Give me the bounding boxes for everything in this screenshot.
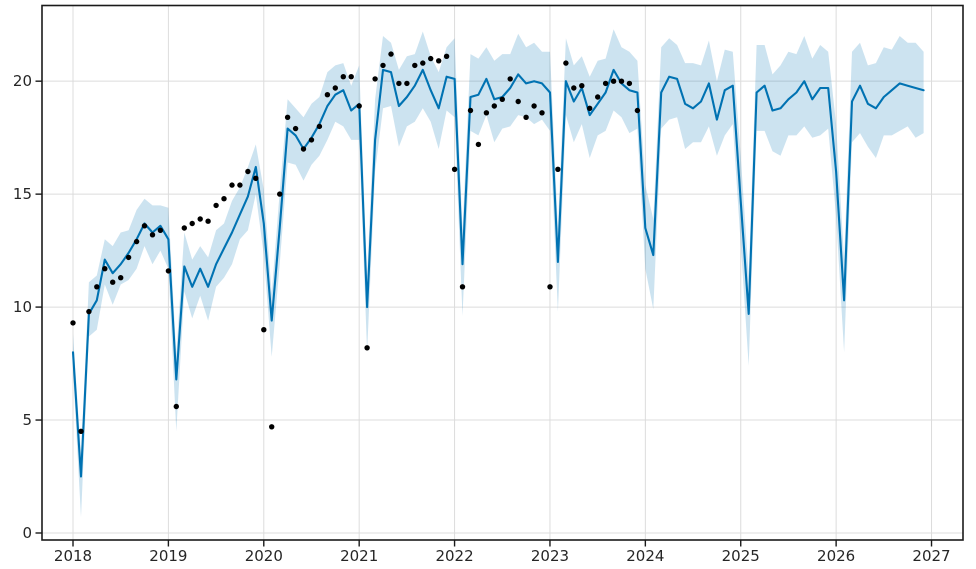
- observed-point: [197, 216, 203, 222]
- uncertainty-band: [73, 29, 924, 518]
- observed-point: [491, 103, 497, 109]
- observed-point: [515, 98, 521, 105]
- observed-point: [245, 168, 251, 175]
- observed-point: [571, 85, 577, 91]
- x-tick-label: 2019: [149, 547, 187, 565]
- observed-point: [300, 146, 307, 152]
- observed-point: [340, 74, 346, 80]
- observed-point: [396, 80, 402, 87]
- observed-point: [563, 60, 569, 66]
- observed-point: [483, 110, 490, 116]
- x-tick-label: 2025: [722, 547, 760, 565]
- observed-point: [324, 92, 331, 98]
- observed-point: [181, 225, 187, 231]
- observed-point: [94, 284, 100, 290]
- uncertainty-band-layer: [73, 29, 924, 518]
- observed-point: [284, 114, 291, 121]
- observed-point: [308, 137, 315, 143]
- observed-point: [459, 284, 466, 290]
- observed-point: [499, 96, 505, 103]
- observed-point: [579, 83, 585, 89]
- observed-point: [253, 175, 259, 181]
- forecast-line-layer: [71, 68, 925, 478]
- observed-point: [475, 141, 482, 148]
- observed-point: [555, 166, 561, 172]
- observed-point: [634, 107, 641, 114]
- observed-point: [428, 55, 434, 62]
- observed-point: [356, 103, 362, 109]
- observed-point: [221, 196, 227, 202]
- observed-point: [316, 123, 323, 130]
- observed-point: [86, 308, 92, 315]
- observed-point: [118, 275, 124, 281]
- y-tick-label: 20: [13, 72, 32, 90]
- observed-point: [587, 105, 593, 112]
- observed-point: [269, 424, 275, 430]
- observed-point: [102, 266, 108, 272]
- x-tick-label: 2026: [817, 547, 855, 565]
- observed-point: [348, 74, 354, 80]
- observed-point: [205, 218, 211, 224]
- observed-points-layer: [70, 51, 641, 434]
- observed-point: [412, 62, 418, 69]
- forecast-line: [71, 68, 925, 478]
- observed-point: [70, 320, 76, 326]
- observed-point: [133, 238, 140, 245]
- y-tick-label: 0: [22, 524, 32, 542]
- observed-point: [443, 53, 450, 59]
- observed-point: [436, 58, 442, 64]
- observed-point: [78, 428, 84, 434]
- y-tick-label: 15: [13, 185, 32, 203]
- observed-point: [626, 80, 633, 87]
- observed-point: [149, 232, 156, 238]
- observed-point: [420, 60, 426, 66]
- x-tick-label: 2021: [340, 547, 378, 565]
- x-tick-label: 2020: [245, 547, 283, 565]
- observed-point: [618, 78, 625, 84]
- y-tick-label: 10: [13, 298, 32, 316]
- observed-point: [380, 62, 386, 69]
- x-tick-label: 2027: [912, 547, 950, 565]
- observed-point: [189, 220, 195, 227]
- observed-point: [165, 268, 172, 274]
- observed-point: [388, 51, 394, 57]
- observed-point: [610, 78, 617, 84]
- observed-point: [141, 223, 148, 229]
- observed-point: [229, 182, 235, 188]
- x-tick-label: 2023: [531, 547, 569, 565]
- tick-labels-layer: 2018 2019 2020 2021 2022 2023 2024 2025 2026 2027…: [13, 72, 951, 565]
- observed-point: [539, 110, 545, 116]
- observed-point: [277, 191, 283, 197]
- observed-point: [261, 327, 267, 333]
- x-tick-label: 2018: [54, 547, 92, 565]
- y-tick-label: 5: [22, 411, 32, 429]
- observed-point: [547, 284, 553, 290]
- observed-point: [173, 403, 179, 410]
- observed-point: [451, 166, 458, 172]
- observed-point: [404, 80, 410, 87]
- observed-point: [467, 107, 474, 114]
- observed-point: [237, 182, 243, 188]
- observed-point: [507, 76, 513, 82]
- plot-border: [41, 4, 964, 541]
- observed-point: [292, 125, 299, 132]
- x-tick-label: 2022: [435, 547, 473, 565]
- observed-point: [372, 76, 378, 82]
- observed-point: [110, 279, 116, 285]
- observed-point: [602, 80, 609, 87]
- observed-point: [125, 254, 132, 261]
- observed-point: [531, 103, 537, 109]
- observed-point: [213, 202, 219, 209]
- observed-point: [595, 94, 601, 100]
- observed-point: [157, 227, 164, 233]
- x-tick-label: 2024: [626, 547, 664, 565]
- axes-layer: [35, 4, 964, 547]
- observed-point: [364, 345, 370, 351]
- observed-point: [332, 85, 338, 91]
- observed-point: [523, 114, 529, 121]
